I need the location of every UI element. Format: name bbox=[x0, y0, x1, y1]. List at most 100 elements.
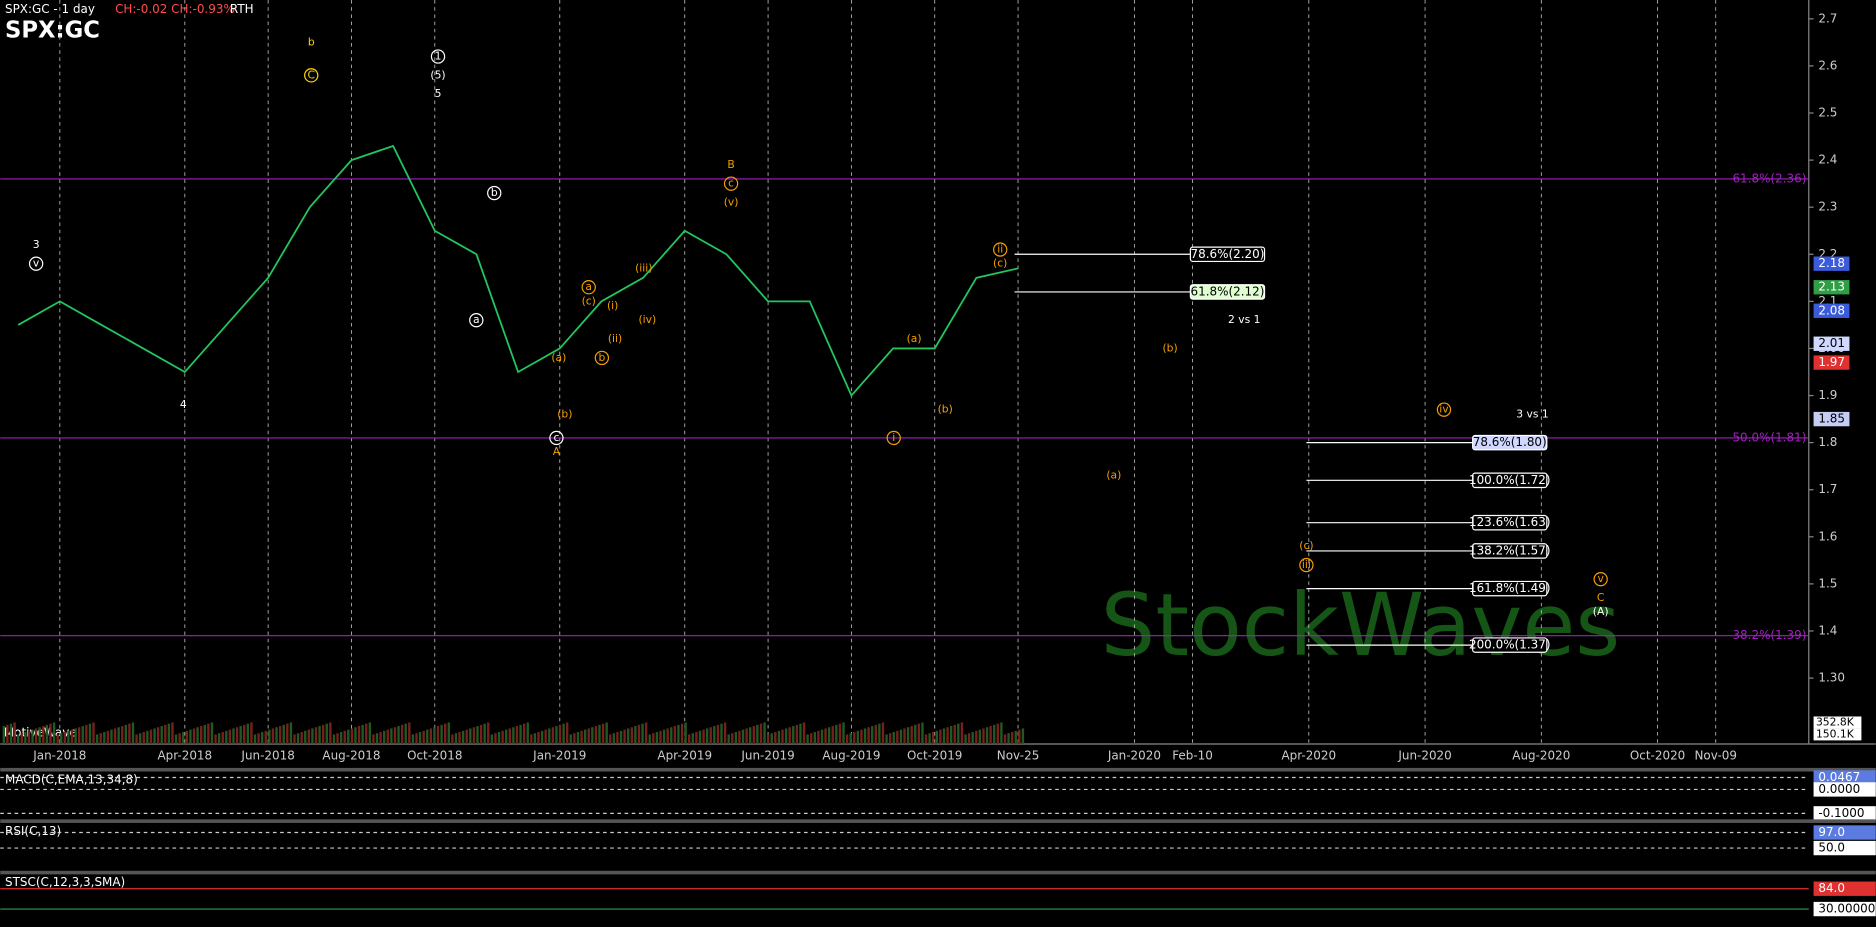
volume-bar bbox=[892, 732, 895, 744]
volume-label: 352.8K bbox=[1816, 715, 1855, 728]
volume-bar bbox=[853, 732, 856, 744]
volume-bar bbox=[519, 724, 522, 744]
volume-bar bbox=[741, 729, 745, 744]
volume-bar bbox=[318, 726, 321, 744]
price-tag bbox=[1813, 355, 1850, 370]
volume-bar bbox=[666, 728, 669, 744]
volume-bar bbox=[508, 728, 511, 744]
volume-bar bbox=[874, 724, 877, 744]
wave-label: 4 bbox=[180, 398, 187, 411]
volume-bar bbox=[867, 727, 870, 744]
x-tick-label: Jun-2020 bbox=[1397, 748, 1451, 762]
volume-bar bbox=[185, 730, 189, 744]
fib-box bbox=[1189, 284, 1266, 300]
x-tick-label: Nov-09 bbox=[1694, 748, 1737, 762]
fib-label: 200.0%(1.37) bbox=[1469, 638, 1551, 652]
volume-bar bbox=[888, 733, 892, 744]
volume-bar bbox=[426, 729, 429, 744]
volume-bar bbox=[910, 726, 913, 744]
wave-label: (a) bbox=[1106, 469, 1121, 482]
wave-label: (c) bbox=[993, 257, 1007, 270]
volume-bar bbox=[494, 733, 497, 744]
volume-bar bbox=[975, 730, 978, 744]
volume-bar bbox=[770, 733, 773, 744]
volume-bar bbox=[1014, 730, 1017, 744]
wave-circle bbox=[469, 313, 484, 328]
volume-bar bbox=[885, 734, 888, 744]
volume-bar bbox=[964, 734, 967, 744]
volume-bar bbox=[311, 728, 314, 744]
volume-bar bbox=[845, 734, 849, 744]
volume-bar bbox=[368, 722, 372, 744]
volume-bar bbox=[146, 730, 149, 744]
wave-label: 1 bbox=[435, 50, 442, 63]
volume-bar bbox=[135, 734, 138, 744]
volume-bar bbox=[106, 730, 110, 744]
volume-bar bbox=[497, 732, 501, 744]
volume-bar bbox=[619, 730, 623, 744]
volume-bar bbox=[971, 732, 974, 744]
pane-tag bbox=[1813, 901, 1876, 917]
wave-label: (i) bbox=[607, 299, 618, 312]
volume-bar bbox=[702, 729, 705, 744]
volume-bar bbox=[522, 723, 526, 744]
volume-bar bbox=[332, 734, 336, 744]
volume-bar bbox=[361, 724, 364, 744]
volume-bar bbox=[993, 724, 996, 744]
volume-bar bbox=[314, 727, 318, 744]
volume-bar bbox=[641, 723, 644, 744]
volume-bar bbox=[160, 726, 163, 744]
volume-bar bbox=[914, 724, 917, 744]
volume-bar bbox=[515, 726, 519, 744]
wave-label: i bbox=[892, 431, 895, 444]
volume-bar bbox=[860, 729, 863, 744]
wave-circle bbox=[304, 68, 319, 83]
volume-bar bbox=[347, 729, 350, 744]
volume-bar bbox=[655, 732, 659, 744]
volume-bar bbox=[268, 729, 271, 744]
volume-bar bbox=[792, 726, 795, 744]
volume-bar bbox=[810, 733, 813, 744]
wave-label: c bbox=[728, 177, 734, 190]
pane-level-label: 0.0467 bbox=[1818, 770, 1860, 784]
volume-bar bbox=[13, 722, 16, 744]
volume-bar bbox=[221, 732, 224, 744]
volume-bar bbox=[400, 724, 404, 744]
volume-bar bbox=[153, 728, 156, 744]
volume-bar bbox=[609, 734, 612, 744]
volume-bar bbox=[354, 727, 357, 744]
volume-bar bbox=[239, 726, 242, 744]
volume-bar bbox=[601, 723, 605, 744]
wave-label: 2 vs 1 bbox=[1228, 313, 1260, 326]
pane-title: STSC(C,12,3,3,SMA) bbox=[5, 875, 125, 889]
volume-bar bbox=[85, 724, 88, 744]
volume-bar bbox=[393, 727, 397, 744]
price-tag-label: 1.85 bbox=[1818, 412, 1845, 426]
volume-bar bbox=[2, 726, 6, 744]
volume-bar bbox=[634, 726, 637, 744]
fib-label: 78.6%(1.80) bbox=[1473, 435, 1547, 449]
volume-bar bbox=[300, 732, 303, 744]
y-tick-label: 1.30 bbox=[1818, 671, 1845, 685]
volume-bar bbox=[698, 730, 702, 744]
volume-bar bbox=[6, 724, 9, 744]
volume-bar bbox=[99, 733, 102, 744]
x-tick-label: Aug-2018 bbox=[322, 748, 380, 762]
volume-bar bbox=[203, 724, 206, 744]
volume-bar bbox=[289, 722, 293, 744]
volume-bar bbox=[627, 728, 630, 744]
volume-bar bbox=[469, 728, 472, 744]
volume-bar bbox=[479, 724, 483, 744]
wave-label: a bbox=[473, 313, 480, 326]
wave-label: b bbox=[491, 186, 498, 199]
volume-bar bbox=[978, 729, 982, 744]
volume-bar bbox=[128, 723, 131, 744]
volume-bar bbox=[942, 728, 946, 744]
volume-bar bbox=[436, 726, 440, 744]
volume-bar bbox=[379, 732, 382, 744]
volume-bar bbox=[842, 722, 845, 744]
volume-bar bbox=[526, 722, 529, 744]
volume-bar bbox=[662, 729, 666, 744]
volume-bar bbox=[820, 729, 824, 744]
